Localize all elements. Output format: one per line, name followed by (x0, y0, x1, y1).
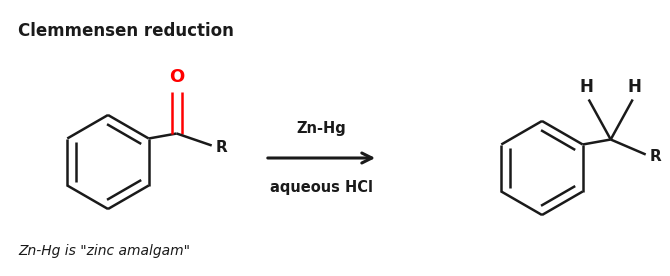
Text: Clemmensen reduction: Clemmensen reduction (18, 22, 234, 40)
Text: O: O (169, 68, 184, 86)
Text: H: H (628, 78, 642, 95)
Text: R: R (216, 140, 227, 155)
Text: Zn-Hg is "zinc amalgam": Zn-Hg is "zinc amalgam" (18, 244, 190, 258)
Text: R: R (650, 149, 661, 164)
Text: Zn-Hg: Zn-Hg (297, 121, 346, 136)
Text: H: H (580, 78, 594, 95)
Text: aqueous HCl: aqueous HCl (270, 180, 373, 195)
